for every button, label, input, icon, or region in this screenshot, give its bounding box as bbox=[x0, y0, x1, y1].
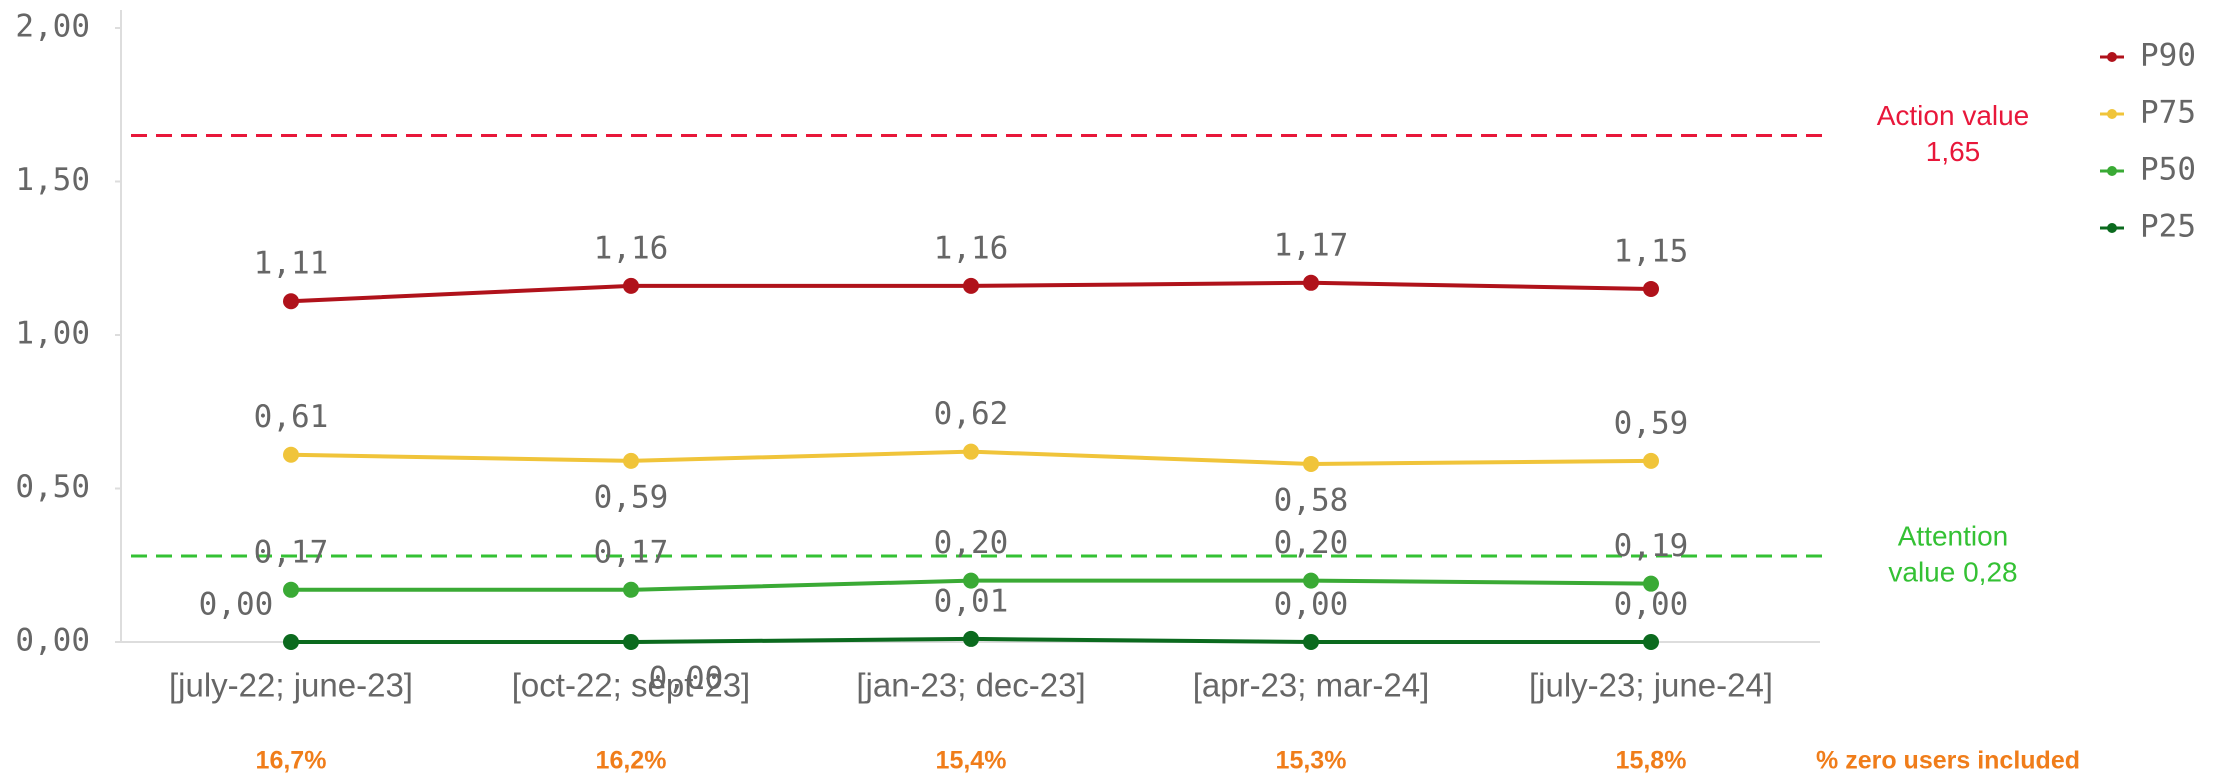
point bbox=[1643, 634, 1659, 650]
footer-value: 15,3% bbox=[1276, 747, 1347, 775]
legend-dot bbox=[2107, 166, 2117, 176]
y-tick-label: 2,00 bbox=[15, 9, 90, 45]
footer-value: 15,8% bbox=[1616, 747, 1687, 775]
footer-value: 16,2% bbox=[596, 747, 667, 775]
data-label: 0,00 bbox=[1614, 587, 1689, 623]
point bbox=[963, 443, 979, 460]
point bbox=[623, 581, 639, 598]
legend-label: P50 bbox=[2140, 152, 2196, 188]
point bbox=[283, 293, 299, 310]
legend-dot bbox=[2107, 223, 2117, 233]
point bbox=[1303, 634, 1319, 650]
legend-label: P75 bbox=[2140, 95, 2196, 131]
legend-label: P25 bbox=[2140, 209, 2196, 245]
data-label: 0,62 bbox=[934, 396, 1009, 432]
x-tick-label: [july-23; june-24] bbox=[1529, 667, 1773, 704]
data-label: 1,16 bbox=[594, 230, 669, 266]
data-label: 0,00 bbox=[199, 587, 274, 623]
data-label: 0,59 bbox=[594, 479, 669, 515]
point bbox=[283, 581, 299, 598]
data-label: 1,17 bbox=[1274, 227, 1349, 263]
footer-value: 16,7% bbox=[256, 747, 327, 775]
reference-label: Action value bbox=[1877, 100, 2030, 131]
data-label: 0,59 bbox=[1614, 405, 1689, 441]
data-label: 1,15 bbox=[1614, 233, 1689, 269]
legend-dot bbox=[2107, 109, 2117, 119]
point bbox=[623, 277, 639, 294]
data-label: 0,00 bbox=[649, 661, 724, 697]
legend-label: P90 bbox=[2140, 38, 2196, 74]
footer-label: % zero users included bbox=[1816, 747, 2080, 775]
point bbox=[963, 277, 979, 294]
data-label: 0,20 bbox=[1274, 525, 1349, 561]
data-label: 0,19 bbox=[1614, 528, 1689, 564]
point bbox=[1643, 575, 1659, 592]
x-tick-label: [july-22; june-23] bbox=[169, 667, 413, 704]
point bbox=[963, 630, 979, 647]
point bbox=[1303, 572, 1319, 589]
point bbox=[1643, 280, 1659, 297]
point bbox=[1643, 452, 1659, 469]
point bbox=[1303, 455, 1319, 472]
footer-value: 15,4% bbox=[936, 747, 1007, 775]
x-tick-label: [jan-23; dec-23] bbox=[856, 667, 1085, 704]
data-label: 0,17 bbox=[254, 534, 329, 570]
data-label: 0,01 bbox=[934, 583, 1009, 619]
data-label: 1,16 bbox=[934, 230, 1009, 266]
x-tick-label: [apr-23; mar-24] bbox=[1193, 667, 1430, 704]
data-label: 0,17 bbox=[594, 534, 669, 570]
data-label: 0,58 bbox=[1274, 482, 1349, 518]
point bbox=[963, 572, 979, 589]
y-tick-label: 0,50 bbox=[15, 469, 90, 505]
legend-dot bbox=[2107, 52, 2117, 62]
point bbox=[1303, 274, 1319, 291]
point bbox=[623, 452, 639, 469]
y-tick-label: 1,00 bbox=[15, 316, 90, 352]
point bbox=[623, 634, 639, 650]
point bbox=[283, 634, 299, 650]
y-tick-label: 0,00 bbox=[15, 623, 90, 659]
data-label: 1,11 bbox=[254, 246, 329, 282]
reference-label: Attention bbox=[1898, 520, 2009, 551]
data-label: 0,61 bbox=[254, 399, 329, 435]
data-label: 0,00 bbox=[1274, 587, 1349, 623]
x-tick-label: [oct-22; sept-23] bbox=[512, 667, 750, 704]
reference-label: 1,65 bbox=[1926, 136, 1981, 167]
reference-label: value 0,28 bbox=[1888, 556, 2017, 587]
y-tick-label: 1,50 bbox=[15, 162, 90, 198]
point bbox=[283, 446, 299, 463]
data-label: 0,20 bbox=[934, 525, 1009, 561]
